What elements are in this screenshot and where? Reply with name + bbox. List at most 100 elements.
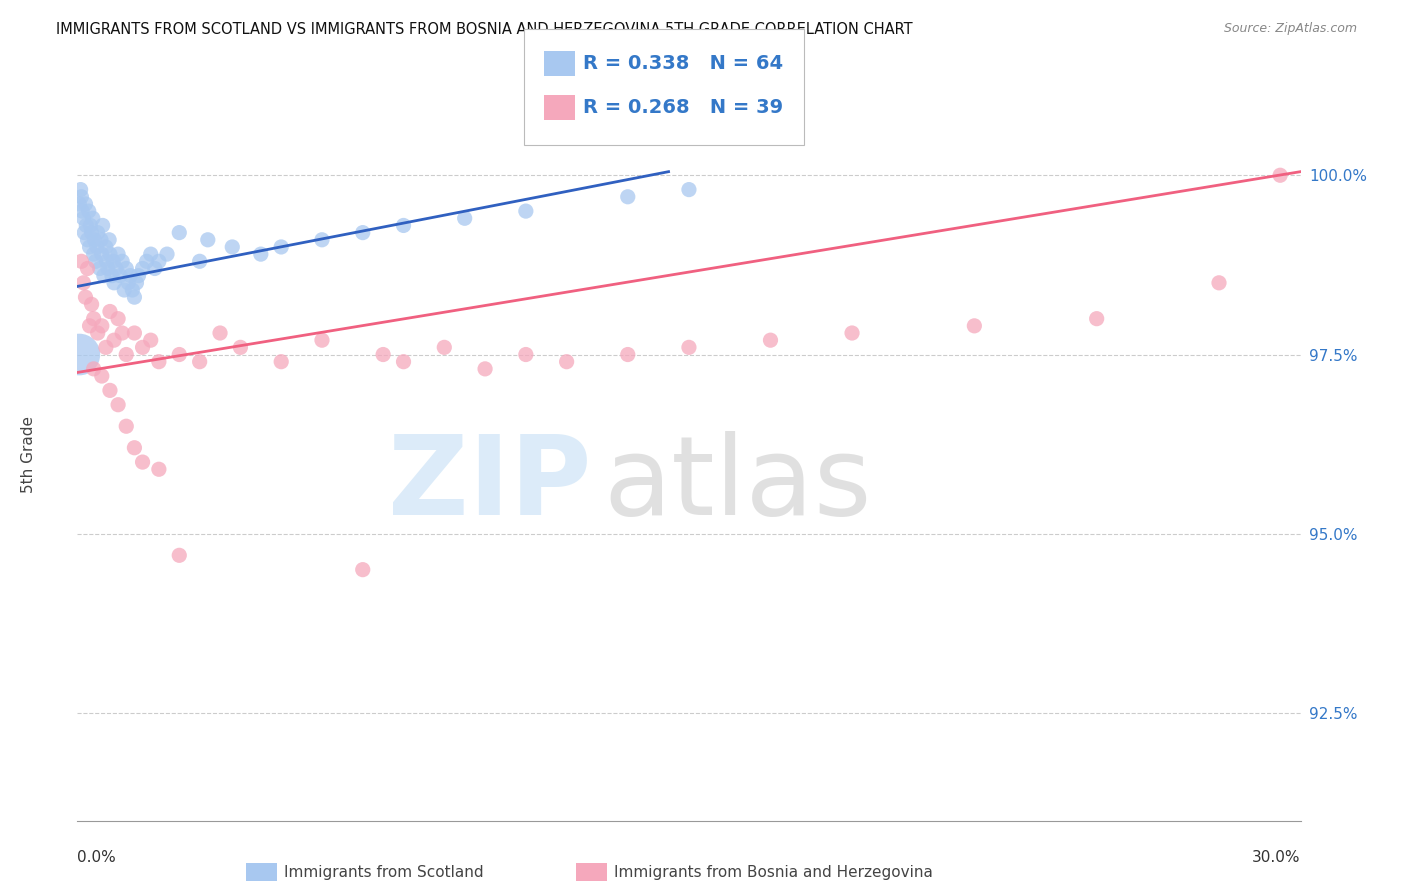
Point: [75, 219, 97, 233]
Point: [617, 347, 640, 361]
Point: [87, 326, 110, 340]
Point: [131, 455, 153, 469]
Point: [97, 261, 120, 276]
Point: [98, 233, 121, 247]
Point: [156, 247, 179, 261]
Point: [352, 563, 374, 577]
Point: [148, 354, 170, 368]
Point: [392, 219, 415, 233]
Point: [93, 268, 115, 283]
Point: [352, 226, 374, 240]
Point: [91, 219, 114, 233]
Point: [392, 354, 415, 368]
Point: [111, 326, 134, 340]
Point: [515, 204, 537, 219]
Point: [75, 197, 97, 211]
Point: [79, 240, 101, 254]
Point: [103, 333, 125, 347]
Point: [75, 290, 97, 304]
Point: [841, 326, 863, 340]
Point: [72, 211, 94, 226]
Point: [115, 261, 138, 276]
Point: [69, 183, 91, 197]
Point: [433, 340, 456, 354]
Point: [197, 233, 219, 247]
Point: [72, 276, 94, 290]
Point: [454, 211, 477, 226]
Point: [371, 347, 394, 361]
Point: [83, 362, 105, 376]
Text: atlas: atlas: [603, 431, 872, 538]
Point: [94, 240, 117, 254]
Point: [229, 340, 252, 354]
Point: [270, 354, 292, 368]
Point: [678, 183, 700, 197]
Point: [83, 311, 105, 326]
Text: R = 0.268   N = 39: R = 0.268 N = 39: [583, 98, 783, 118]
Point: [98, 247, 121, 261]
Point: [90, 247, 112, 261]
Point: [1208, 276, 1230, 290]
Point: [90, 318, 112, 333]
Text: ZIP: ZIP: [388, 431, 591, 538]
Point: [90, 233, 112, 247]
Point: [112, 283, 135, 297]
Point: [84, 254, 107, 268]
Point: [128, 268, 150, 283]
Text: 5th Grade: 5th Grade: [21, 417, 37, 493]
Point: [515, 347, 537, 361]
Point: [188, 354, 211, 368]
Point: [108, 268, 131, 283]
Point: [117, 276, 139, 290]
Point: [678, 340, 700, 354]
Point: [124, 290, 146, 304]
Point: [209, 326, 232, 340]
Point: [80, 297, 103, 311]
Point: [759, 333, 782, 347]
Point: [169, 226, 191, 240]
Point: [86, 240, 108, 254]
Text: Immigrants from Bosnia and Herzegovina: Immigrants from Bosnia and Herzegovina: [614, 865, 934, 880]
Point: [90, 369, 112, 384]
Point: [89, 261, 111, 276]
Point: [98, 384, 121, 398]
Point: [143, 261, 166, 276]
Point: [131, 261, 153, 276]
Point: [103, 276, 125, 290]
Point: [76, 233, 98, 247]
Point: [70, 204, 93, 219]
Point: [67, 197, 90, 211]
Point: [101, 268, 124, 283]
Point: [617, 190, 640, 204]
Point: [148, 254, 170, 268]
Text: 0.0%: 0.0%: [77, 850, 117, 865]
Point: [67, 347, 90, 361]
Point: [139, 333, 162, 347]
Point: [115, 347, 138, 361]
Point: [79, 219, 101, 233]
Point: [121, 283, 143, 297]
Point: [105, 261, 128, 276]
Text: Source: ZipAtlas.com: Source: ZipAtlas.com: [1223, 22, 1357, 36]
Point: [311, 233, 333, 247]
Point: [221, 240, 243, 254]
Point: [77, 204, 100, 219]
Point: [94, 340, 117, 354]
Point: [188, 254, 211, 268]
Text: Immigrants from Scotland: Immigrants from Scotland: [284, 865, 484, 880]
Point: [103, 254, 125, 268]
Point: [169, 347, 191, 361]
Text: R = 0.338   N = 64: R = 0.338 N = 64: [583, 54, 783, 73]
Point: [73, 226, 96, 240]
Point: [83, 247, 105, 261]
Point: [79, 318, 101, 333]
Point: [76, 261, 98, 276]
Point: [107, 398, 129, 412]
Point: [70, 190, 93, 204]
Point: [139, 247, 162, 261]
Point: [107, 247, 129, 261]
Point: [111, 254, 134, 268]
Point: [1270, 168, 1292, 182]
Point: [250, 247, 273, 261]
Point: [474, 362, 496, 376]
